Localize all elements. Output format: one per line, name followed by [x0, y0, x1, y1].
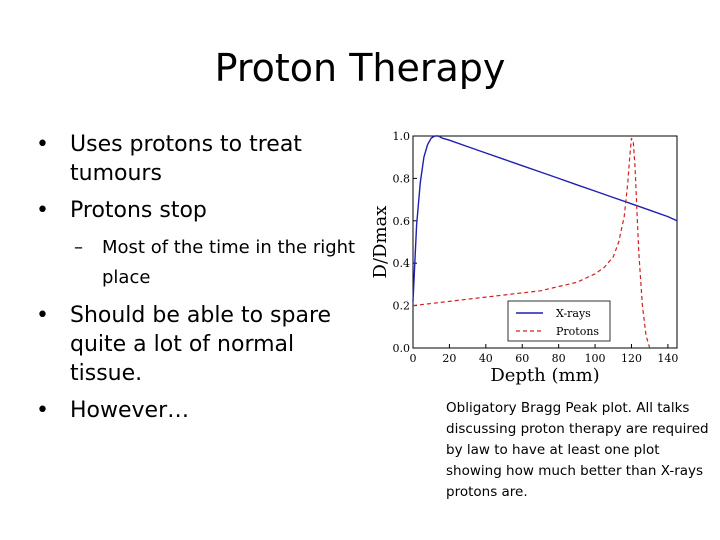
y-tick-label: 1.0	[393, 130, 411, 143]
plot-frame	[412, 135, 678, 349]
sub-bullet-text: Most of the time in the right place	[102, 237, 356, 288]
sub-bullet-item: – Most of the time in the right place	[30, 233, 360, 293]
y-tick-label: 0.6	[393, 215, 411, 228]
x-tick-label: 80	[552, 352, 566, 365]
bullet-item: • Protons stop	[30, 196, 360, 225]
y-axis-label: D/Dmax	[370, 206, 391, 279]
bullet-item: • Should be able to spare quite a lot of…	[30, 301, 360, 388]
dash-icon: –	[74, 237, 83, 258]
x-axis-label: Depth (mm)	[490, 365, 599, 386]
x-tick-label: 140	[657, 352, 678, 365]
bullet-dot-icon: •	[36, 132, 49, 157]
bullet-text: However…	[70, 398, 190, 423]
bullet-text: Uses protons to treat tumours	[70, 132, 302, 186]
bullet-text: Protons stop	[70, 198, 207, 223]
legend-box	[507, 300, 611, 342]
y-tick-label: 0.2	[393, 300, 411, 313]
x-tick-label: 120	[621, 352, 642, 365]
x-tick-label: 100	[585, 352, 606, 365]
bullet-text: Should be able to spare quite a lot of n…	[70, 303, 332, 386]
plot-caption: Obligatory Bragg Peak plot. All talks di…	[446, 400, 709, 500]
x-tick-label: 0	[410, 352, 417, 365]
legend: X-rays Protons	[507, 300, 611, 342]
bullet-dot-icon: •	[36, 303, 49, 328]
bullet-list: • Uses protons to treat tumours • Proton…	[30, 130, 360, 433]
bullet-dot-icon: •	[36, 198, 49, 223]
slide-title: Proton Therapy	[214, 46, 506, 90]
legend-xrays-label: X-rays	[556, 307, 591, 320]
legend-protons-label: Protons	[556, 325, 599, 338]
x-tick-label: 40	[479, 352, 493, 365]
x-tick-label: 20	[442, 352, 456, 365]
bullet-item: • Uses protons to treat tumours	[30, 130, 360, 188]
bragg-peak-chart: 0 20 40 60 80 100 120 140 0.0 0.2 0.4 0.6 0.8 1.0 Dep…	[370, 130, 678, 386]
y-tick-label: 0.4	[393, 257, 411, 270]
protons-line	[412, 137, 651, 349]
xrays-line	[412, 135, 678, 302]
bullet-dot-icon: •	[36, 398, 49, 423]
y-tick-label: 0.8	[393, 172, 411, 185]
bullet-item: • However…	[30, 396, 360, 425]
x-tick-label: 60	[515, 352, 529, 365]
y-tick-label: 0.0	[393, 342, 411, 355]
